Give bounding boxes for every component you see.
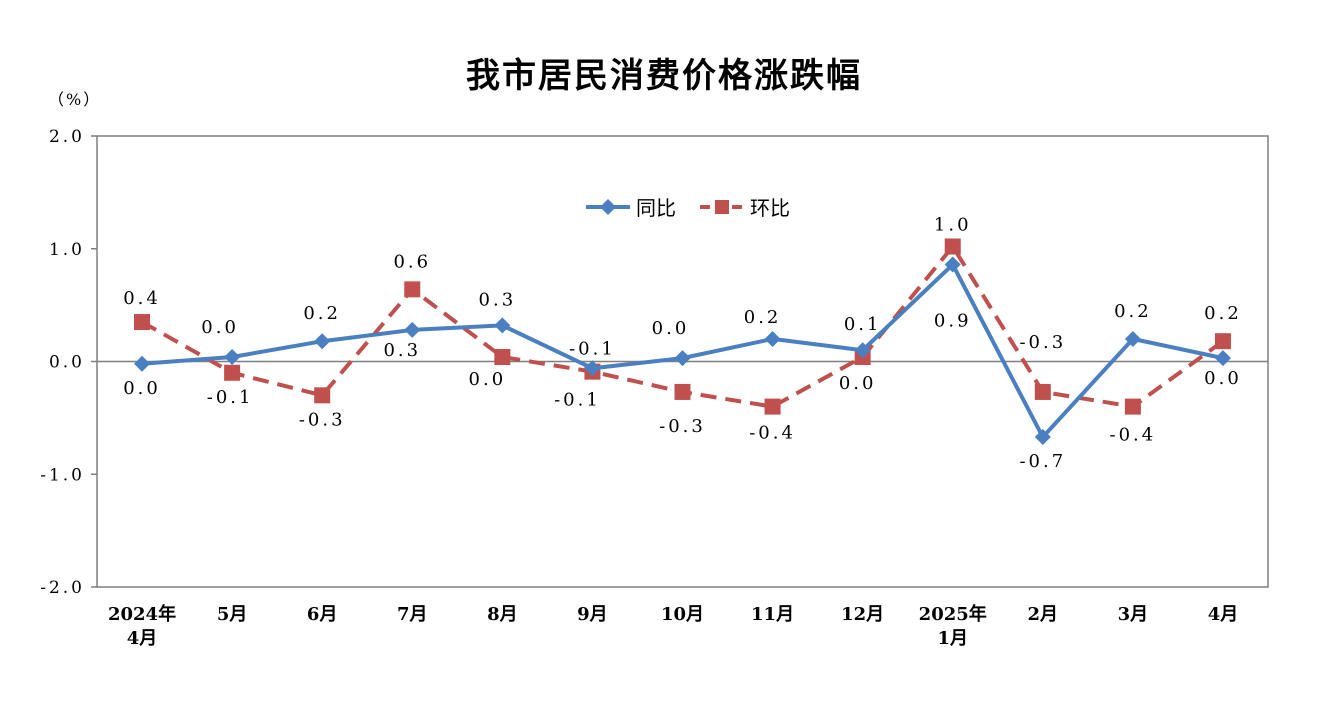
data-point-mom — [314, 387, 331, 404]
y-tick-label: -2.0 — [40, 578, 85, 598]
data-label-yoy: -0.7 — [1019, 451, 1066, 472]
data-label-yoy: 0.1 — [844, 314, 882, 335]
data-label-mom: 1.0 — [934, 214, 972, 235]
x-tick-label: 7月 — [397, 604, 428, 625]
data-point-mom — [764, 398, 781, 415]
data-point-yoy — [134, 355, 151, 372]
y-axis-unit-label: （%） — [48, 90, 102, 109]
x-tick-label: 11月 — [751, 604, 794, 625]
x-tick-label: 3月 — [1118, 604, 1149, 625]
data-point-yoy — [224, 348, 241, 365]
x-tick-label: 5月 — [217, 604, 248, 625]
data-point-mom — [494, 348, 511, 365]
x-tick-label: 8月 — [487, 604, 518, 625]
data-label-mom: -0.4 — [1110, 425, 1157, 446]
data-point-yoy — [944, 256, 961, 273]
data-point-mom — [944, 238, 961, 255]
data-label-mom: -0.1 — [207, 387, 254, 408]
data-point-mom — [1214, 333, 1231, 350]
legend-swatch-yoy — [586, 198, 630, 215]
data-point-yoy — [314, 333, 331, 350]
x-tick-label: 6月 — [307, 604, 338, 625]
data-label-yoy: -0.1 — [569, 338, 616, 359]
data-label-yoy: 0.9 — [934, 311, 972, 332]
data-point-yoy — [494, 317, 511, 334]
y-tick-label: 2.0 — [49, 127, 85, 147]
data-label-yoy: 0.0 — [652, 318, 690, 339]
data-label-yoy: 0.3 — [479, 289, 517, 310]
data-label-mom: -0.3 — [299, 409, 346, 430]
x-tick-label: 4月 — [127, 628, 158, 649]
data-point-mom — [134, 314, 151, 331]
data-point-yoy — [1034, 429, 1051, 446]
data-label-mom: -0.3 — [1019, 332, 1066, 353]
data-point-yoy — [404, 321, 421, 338]
legend-label-mom: 环比 — [750, 196, 790, 220]
x-tick-label: 2024年 — [108, 603, 176, 625]
data-label-mom: 0.6 — [393, 251, 431, 272]
data-point-mom — [224, 364, 241, 381]
legend-swatch-mom — [700, 199, 744, 214]
data-label-yoy: 0.0 — [1204, 368, 1242, 389]
x-tick-label: 10月 — [661, 604, 704, 625]
data-label-mom: -0.4 — [749, 423, 796, 444]
data-label-mom: -0.3 — [659, 416, 706, 437]
data-point-yoy — [854, 342, 871, 359]
y-tick-label: 1.0 — [49, 240, 85, 260]
x-tick-label: 12月 — [841, 604, 884, 625]
chart-title: 我市居民消费价格涨跌幅 — [466, 56, 862, 96]
y-tick-label: -1.0 — [40, 465, 85, 485]
data-point-yoy — [584, 360, 601, 377]
x-tick-label: 2月 — [1028, 604, 1059, 625]
x-tick-label: 2025年 — [919, 603, 987, 625]
legend-item-mom: 环比 — [698, 192, 790, 221]
data-label-yoy: 0.0 — [201, 317, 239, 338]
data-point-mom — [404, 281, 421, 298]
y-tick-label: 0.0 — [49, 353, 85, 373]
x-tick-label: 1月 — [937, 628, 968, 649]
chart-legend: 同比 环比 — [584, 192, 812, 221]
legend-item-yoy: 同比 — [584, 192, 676, 221]
data-label-yoy: 0.2 — [303, 303, 341, 324]
data-point-yoy — [764, 330, 781, 347]
legend-label-yoy: 同比 — [636, 196, 676, 220]
data-point-mom — [1124, 398, 1141, 415]
x-tick-label: 4月 — [1208, 604, 1239, 625]
data-point-mom — [674, 383, 691, 400]
data-point-yoy — [674, 350, 691, 367]
data-label-yoy: 0.2 — [744, 307, 782, 328]
data-label-mom: 0.2 — [1204, 303, 1242, 324]
data-point-yoy — [1214, 350, 1231, 367]
data-label-yoy: 0.3 — [383, 340, 421, 361]
data-point-mom — [1034, 383, 1051, 400]
data-label-yoy: 0.0 — [123, 378, 161, 399]
data-point-yoy — [1124, 330, 1141, 347]
data-label-mom: 0.0 — [839, 373, 877, 394]
x-tick-label: 9月 — [577, 604, 608, 625]
data-label-yoy: 0.2 — [1114, 301, 1152, 322]
data-label-mom: 0.4 — [123, 288, 161, 309]
data-label-mom: -0.1 — [554, 390, 601, 411]
data-label-mom: 0.0 — [469, 369, 507, 390]
